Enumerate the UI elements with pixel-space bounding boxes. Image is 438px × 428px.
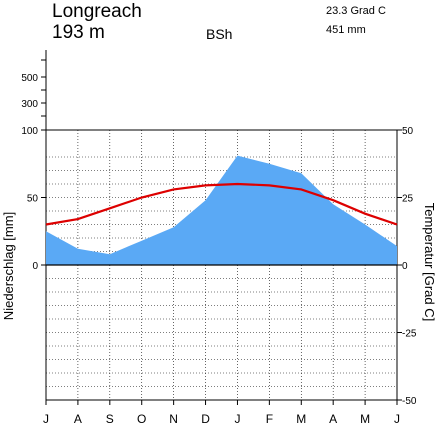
- temp-tick-label: 25: [402, 194, 414, 205]
- month-label: S: [106, 412, 114, 426]
- temp-tick-label: -25: [402, 329, 417, 340]
- annual-precipitation: 451 mm: [326, 24, 366, 36]
- month-label: J: [234, 412, 240, 426]
- month-label: J: [394, 412, 400, 426]
- precip-tick-label: 50: [27, 194, 39, 205]
- precipitation-area: [46, 155, 397, 265]
- month-label: A: [74, 412, 82, 426]
- y-axis-label: Niederschlag [mm]: [1, 212, 16, 320]
- climate-classification: BSh: [206, 26, 232, 42]
- month-label: M: [296, 412, 306, 426]
- precip-tick-label: 500: [21, 73, 38, 84]
- temperature-line: [45, 182, 398, 226]
- temp-tick-label: -50: [402, 396, 417, 407]
- month-label: D: [201, 412, 210, 426]
- month-label: M: [360, 412, 370, 426]
- precip-tick-label: 300: [21, 99, 38, 110]
- station-name: Longreach: [52, 1, 142, 22]
- precip-tick-label: 0: [32, 261, 38, 272]
- month-label: A: [329, 412, 337, 426]
- axis-ticks: 0 50 100 -50 -25 0 25 50: [21, 126, 417, 407]
- temp-tick-label: 0: [402, 261, 408, 272]
- compressed-precip-axis: 300 500: [21, 50, 47, 130]
- month-label: J: [43, 412, 49, 426]
- station-elevation: 193 m: [52, 22, 105, 43]
- precip-tick-label: 100: [21, 126, 38, 137]
- series-layer: [45, 155, 398, 266]
- temp-tick-label: 50: [402, 126, 414, 137]
- month-label: O: [137, 412, 146, 426]
- month-label: N: [169, 412, 178, 426]
- month-label: F: [266, 412, 273, 426]
- y2-axis-label: Temperatur [Grad C]: [422, 203, 437, 322]
- annual-mean-temperature: 23.3 Grad C: [326, 5, 386, 17]
